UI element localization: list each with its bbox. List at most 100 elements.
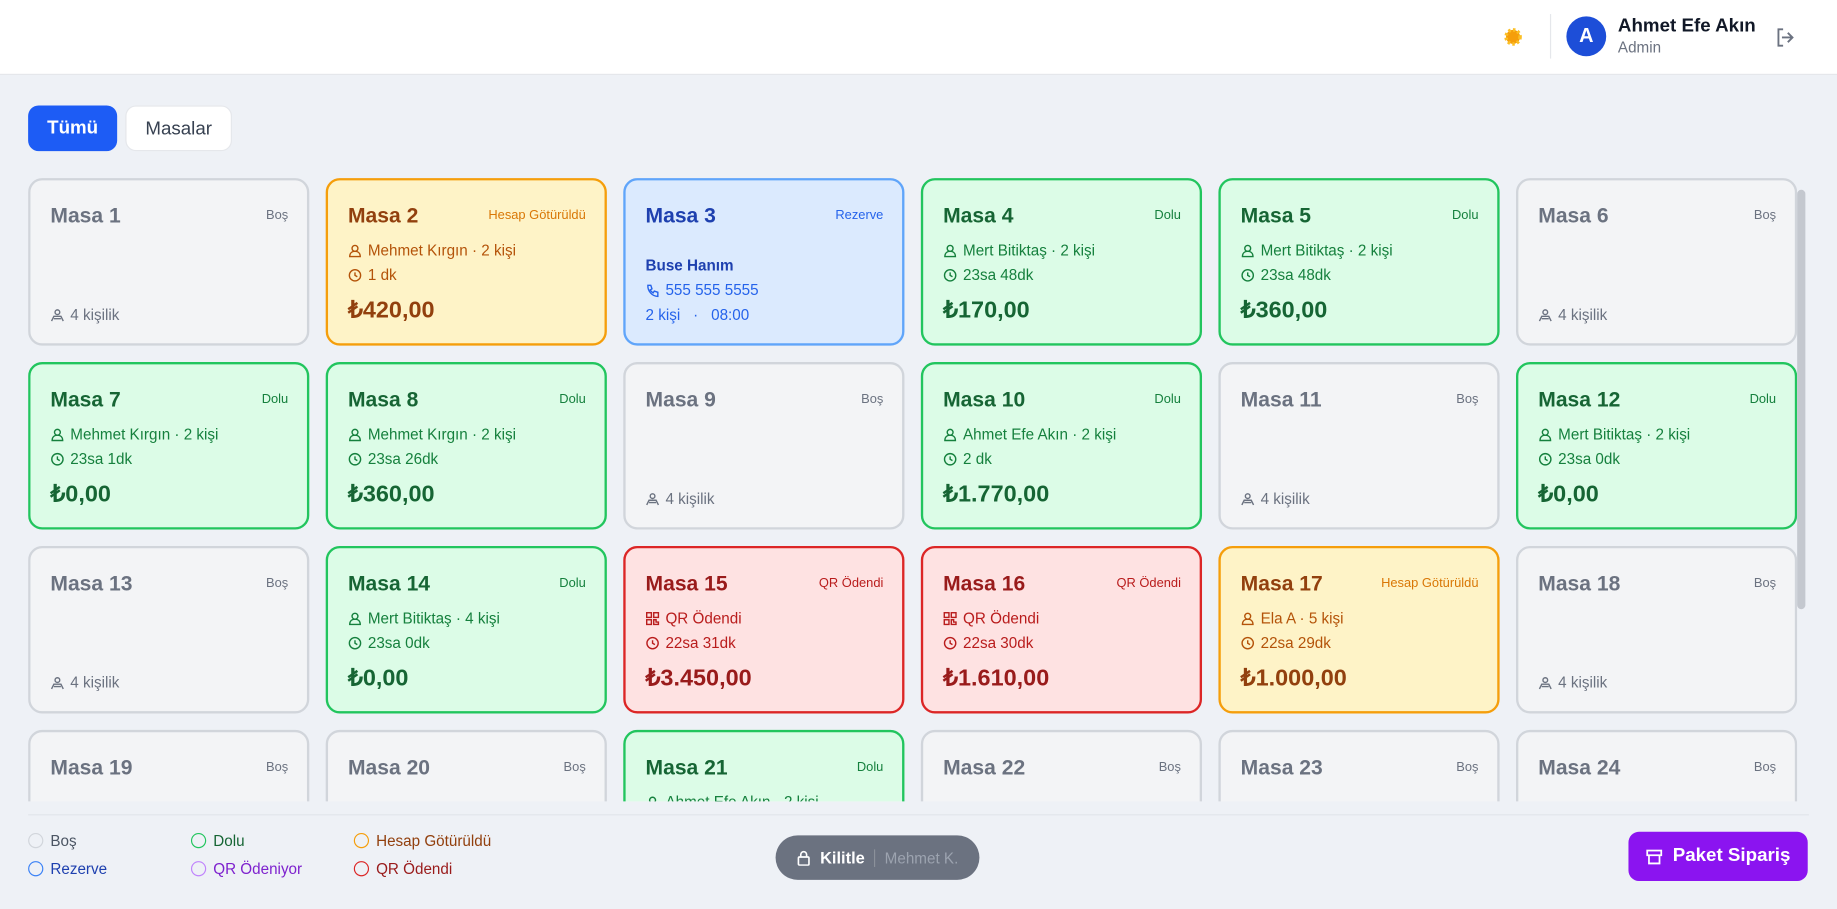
table-card[interactable]: Masa 17 Hesap Götürüldü Ela A · 5 kişi 22sa… — [1218, 545, 1500, 714]
guest-row: Mehmet Kırgın · 2 kişi — [50, 425, 218, 443]
guest-row: Mert Bitiktaş · 2 kişi — [943, 241, 1095, 259]
amount: ₺170,00 — [943, 297, 1030, 324]
guest-row: Ahmet Efe Akın · 2 kişi — [943, 425, 1116, 443]
table-name: Masa 23 — [1240, 755, 1323, 780]
phone-row: 555 555 5555 — [646, 281, 759, 299]
tab[interactable]: Tümü — [28, 105, 118, 152]
capacity: 4 kişilik — [1260, 489, 1310, 508]
table-card[interactable]: Masa 3 Rezerve Buse Hanım 555 555 5555 2 kiş… — [623, 178, 905, 346]
table-card[interactable]: Masa 21 Dolu Ahmet Efe Akın · 2 kişi — [623, 729, 905, 802]
table-card[interactable]: Masa 14 Dolu Mert Bitiktaş · 4 kişi 23sa 0d… — [325, 545, 607, 714]
table-card[interactable]: Masa 7 Dolu Mehmet Kırgın · 2 kişi 23sa 1dk… — [28, 362, 310, 530]
legend-label: Boş — [50, 831, 77, 850]
guest-row: Mehmet Kırgın · 2 kişi — [348, 241, 516, 259]
table-card[interactable]: Masa 13 Boş 4 kişilik — [28, 545, 310, 714]
table-status: Dolu — [261, 392, 289, 407]
header: A Ahmet Efe Akın Admin — [0, 0, 1837, 75]
amount: ₺0,00 — [1538, 481, 1599, 508]
amount: ₺1.000,00 — [1240, 665, 1347, 692]
legend-item: Boş — [28, 831, 77, 850]
table-name: Masa 24 — [1538, 755, 1621, 780]
table-card[interactable]: Masa 15 QR Ödendi QR Ödendi 22sa 31dk ₺3.450… — [623, 545, 905, 714]
divider — [28, 814, 1809, 816]
table-card[interactable]: Masa 6 Boş 4 kişilik — [1515, 178, 1798, 346]
lock-button[interactable]: Kilitle Mehmet K. — [775, 835, 980, 880]
table-card[interactable]: Masa 18 Boş 4 kişilik — [1515, 545, 1798, 714]
time-row: 22sa 31dk — [646, 634, 736, 651]
qr-status-row: QR Ödendi — [645, 609, 742, 627]
table-name: Masa 3 — [645, 203, 716, 228]
user-role: Admin — [1617, 38, 1662, 57]
legend-swatch — [353, 832, 370, 849]
table-name: Masa 11 — [1240, 387, 1322, 412]
capacity-row: 4 kişilik — [50, 305, 120, 324]
table-status: Boş — [1753, 576, 1777, 591]
amount: ₺420,00 — [347, 297, 435, 324]
table-card[interactable]: Masa 20Boş4 kişilik — [325, 729, 607, 802]
guest: Mehmet Kırgın · 2 kişi — [70, 425, 219, 443]
table-card[interactable]: Masa 19Boş4 kişilik — [28, 729, 310, 802]
time-row: 23sa 0dk — [348, 633, 430, 652]
table-card[interactable]: Masa 22Boş4 kişilik — [920, 729, 1203, 802]
time: 23sa 0dk — [1558, 449, 1620, 468]
phone: 555 555 5555 — [665, 281, 759, 299]
table-status: Dolu — [559, 576, 586, 591]
table-status: Boş — [265, 576, 289, 591]
table-name: Masa 12 — [1538, 387, 1621, 412]
guest: Ahmet Efe Akın · 2 kişi — [665, 793, 818, 801]
legend-label: Rezerve — [50, 859, 108, 878]
table-grid: Masa 1 Boş 4 kişilik Masa 2 Hesap Götürüldü M… — [28, 177, 1798, 802]
capacity-row: 4 kişilik — [646, 490, 715, 507]
qr-status: QR Ödendi — [963, 609, 1040, 627]
reserver: Buse Hanım — [645, 256, 734, 275]
table-status: Hesap Götürüldü — [488, 208, 586, 223]
table-name: Masa 21 — [645, 755, 728, 780]
table-status: Boş — [1456, 392, 1479, 407]
capacity: 4 kişilik — [70, 305, 120, 324]
table-card[interactable]: Masa 2 Hesap Götürüldü Mehmet Kırgın · 2 k… — [325, 178, 607, 346]
table-name: Masa 22 — [943, 755, 1026, 780]
guest: Mert Bitiktaş · 2 kişi — [1260, 241, 1393, 259]
table-card[interactable]: Masa 16 QR Ödendi QR Ödendi 22sa 30dk ₺1.610… — [920, 545, 1203, 714]
legend: Boş Dolu Hesap Götürüldü Rezerve QR Ödeniyor… — [28, 832, 520, 886]
hour: 08:00 — [711, 305, 750, 324]
lock-label: Kilitle — [820, 848, 865, 867]
legend-item: Hesap Götürüldü — [353, 831, 492, 850]
table-card[interactable]: Masa 5 Dolu Mert Bitiktaş · 2 kişi 23sa 48d… — [1218, 178, 1500, 346]
logout-button[interactable] — [1774, 26, 1797, 49]
table-name: Masa 18 — [1538, 571, 1621, 596]
capacity-row: 4 kişilik — [50, 674, 119, 691]
table-card[interactable]: Masa 4 Dolu Mert Bitiktaş · 2 kişi 23sa 48d… — [920, 178, 1203, 346]
time-row: 23sa 48dk — [943, 266, 1033, 284]
table-card[interactable]: Masa 24Boş4 kişilik — [1515, 729, 1798, 802]
guest: Ahmet Efe Akın · 2 kişi — [963, 425, 1117, 443]
legend-label: Hesap Götürüldü — [376, 831, 492, 850]
table-status: Dolu — [1154, 208, 1181, 223]
capacity-row: 4 kişilik — [1241, 489, 1310, 508]
time: 1 dk — [367, 265, 397, 284]
table-card[interactable]: Masa 10 Dolu Ahmet Efe Akın · 2 kişi 2 dk ₺1… — [920, 362, 1203, 530]
time: 23sa 0dk — [367, 633, 430, 652]
time-row: 23sa 48dk — [1241, 266, 1331, 284]
table-card[interactable]: Masa 23Boş4 kişilik — [1218, 729, 1500, 802]
table-card[interactable]: Masa 1 Boş 4 kişilik — [28, 178, 310, 346]
guest: Mert Bitiktaş · 4 kişi — [367, 609, 500, 627]
table-status: Boş — [861, 392, 884, 407]
guest-row: Ela A · 5 kişi — [1241, 609, 1344, 627]
legend-item: Rezerve — [28, 859, 108, 878]
table-card[interactable]: Masa 9 Boş 4 kişilik — [623, 362, 905, 530]
time-row: 1 dk — [348, 266, 397, 284]
table-card[interactable]: Masa 12 Dolu Mert Bitiktaş · 2 kişi 23sa 0d… — [1515, 362, 1798, 530]
table-name: Masa 16 — [943, 571, 1026, 596]
table-card[interactable]: Masa 8 Dolu Mehmet Kırgın · 2 kişi 23sa 26d… — [325, 362, 607, 530]
tab[interactable]: Masalar — [125, 105, 232, 152]
package-order-button[interactable]: Paket Sipariş — [1628, 831, 1808, 882]
table-card[interactable]: Masa 11 Boş 4 kişilik — [1218, 362, 1500, 530]
theme-toggle[interactable] — [1502, 26, 1524, 48]
guest: Mert Bitiktaş · 2 kişi — [963, 241, 1096, 259]
package-order-label: Paket Sipariş — [1672, 845, 1791, 866]
table-status: Hesap Götürüldü — [1381, 576, 1479, 591]
table-name: Masa 1 — [50, 203, 121, 228]
divider — [1549, 14, 1552, 59]
table-name: Masa 20 — [347, 755, 431, 780]
